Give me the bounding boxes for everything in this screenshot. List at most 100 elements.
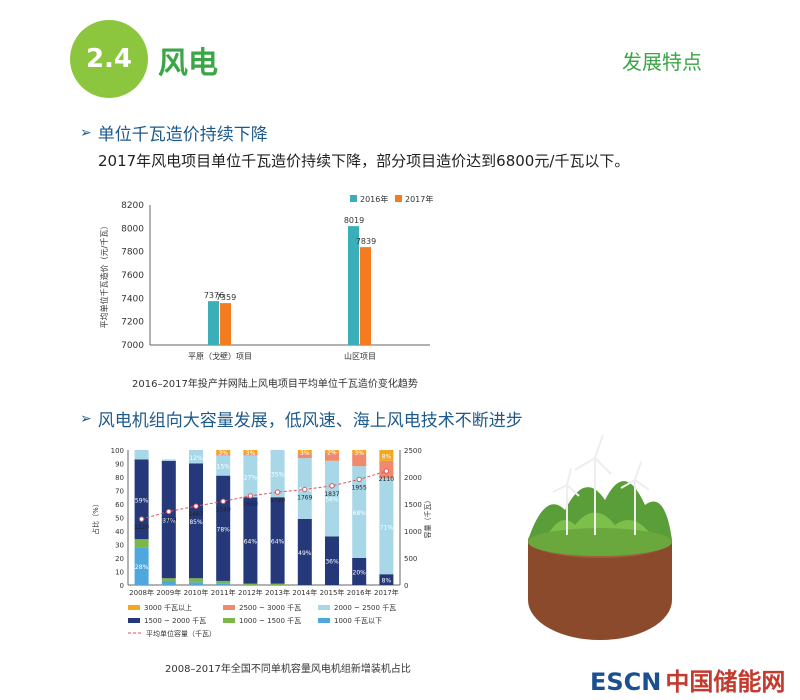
legend-swatch (318, 605, 330, 610)
stack-segment (134, 450, 149, 460)
y-tick-label: 7400 (121, 294, 144, 304)
x-tick-label: 2012年 (238, 588, 263, 597)
stack-segment (243, 455, 258, 498)
x-tick-label: 2017年 (374, 588, 399, 597)
capacity-chart-caption: 2008–2017年全国不同单机容量风电机组新增装机占比 (165, 664, 411, 675)
stack-segment (161, 578, 176, 581)
y2-tick-label: 1000 (404, 528, 422, 536)
avg-capacity-point (138, 516, 145, 522)
avg-capacity-label: 1720 (270, 497, 285, 504)
y2-axis-title: 容量（千瓦） (423, 497, 432, 539)
y-tick-label: 7000 (121, 341, 144, 351)
segment-label: 8% (382, 453, 392, 460)
y2-tick-label: 2500 (404, 447, 422, 455)
data-label: 8019 (344, 216, 364, 225)
x-tick-label: 2010年 (184, 588, 209, 597)
avg-capacity-point (247, 493, 254, 499)
subheading-cost-text: 单位千瓦造价持续下降 (97, 125, 268, 145)
segment-label: 49% (298, 550, 312, 557)
data-label: 7359 (216, 293, 236, 302)
segment-label: 3% (246, 450, 256, 457)
stack-segment (216, 580, 231, 584)
arrow-bullet-icon: ➢ (80, 124, 92, 141)
stack-segment (243, 497, 258, 584)
x-tick-label: 2008年 (129, 588, 154, 597)
segment-label: 15% (217, 464, 231, 471)
stack-segment (216, 450, 231, 455)
stack-segment (352, 558, 367, 585)
legend-swatch (318, 618, 330, 623)
segment-label: 68% (353, 510, 367, 517)
avg-capacity-point (329, 483, 335, 489)
x-tick-label: 山区项目 (344, 351, 376, 361)
capacity-stacked-chart: 0102030405060708090100050010001500200025… (91, 447, 432, 638)
stack-segment (216, 454, 231, 456)
section-number-badge: 2.4 (70, 20, 148, 98)
section-title: 风电 (158, 46, 218, 81)
cost-chart-caption: 2016–2017年投产并网陆上风电项目平均单位千瓦造价变化趋势 (132, 379, 418, 390)
stack-segment (161, 459, 176, 461)
legend-label: 1000 ~ 1500 千瓦 (239, 616, 301, 625)
stack-segment (134, 459, 149, 540)
y-tick-label: 8000 (121, 224, 144, 234)
stack-segment (134, 539, 149, 548)
stack-segment (379, 574, 394, 585)
y-tick-label: 8200 (121, 201, 144, 211)
segment-label: 78% (217, 526, 231, 533)
legend-swatch (128, 605, 140, 610)
arrow-bullet-icon: ➢ (80, 410, 92, 427)
segment-label: 8% (382, 578, 392, 585)
stack-segment (325, 460, 339, 537)
legend-label: 3000 千瓦以上 (144, 603, 192, 612)
x-tick-label: 2013年 (265, 588, 290, 597)
segment-label: 12% (189, 455, 203, 462)
x-tick-label: 2014年 (292, 588, 317, 597)
y-axis-title: 平均单位千瓦造价（元/千瓦） (99, 222, 109, 329)
legend-label: 1000 千瓦以下 (334, 616, 382, 625)
avg-capacity-label: 1360 (161, 517, 176, 524)
x-tick-label: 2011年 (211, 588, 236, 597)
stack-segment (297, 450, 312, 455)
segment-label: 35% (271, 472, 285, 479)
legend-swatch (223, 605, 235, 610)
section-category: 发展特点 (622, 50, 702, 74)
cost-bar-chart: 7000 7200 7400 7600 7800 8000 8200 平均单位千瓦造价（元/千… (99, 194, 433, 361)
stack-segment (216, 583, 231, 585)
avg-capacity-label: 1650 (243, 501, 258, 508)
y-tick-label: 80 (115, 474, 124, 482)
segment-label: 87% (162, 518, 176, 525)
avg-capacity-point (220, 498, 226, 504)
stack-segment (270, 583, 285, 585)
y-tick-label: 30 (115, 542, 124, 550)
y-tick-label: 90 (115, 461, 124, 469)
segment-label: 36% (325, 559, 339, 566)
legend-label: 2500 ~ 3000 千瓦 (239, 603, 301, 612)
segment-label: 85% (189, 519, 203, 526)
stack-segment (325, 450, 339, 453)
y-tick-label: 7200 (121, 318, 144, 328)
stack-segment (161, 460, 176, 579)
y-tick-label: 7800 (121, 248, 144, 258)
y2-tick-label: 1500 (404, 501, 422, 509)
bar (208, 301, 219, 345)
segment-label: 56% (325, 497, 339, 504)
segment-label: 3% (300, 450, 310, 457)
stack-segment (297, 518, 312, 585)
legend-swatch (395, 195, 402, 202)
watermark-cn: 中国储能网 (665, 668, 786, 696)
y-tick-label: 100 (111, 447, 124, 455)
y-tick-label: 60 (115, 501, 124, 509)
wind-turbine-illustration (528, 434, 672, 640)
legend-label: 2000 ~ 2500 千瓦 (334, 603, 396, 612)
y-tick-label: 20 (115, 555, 124, 563)
segment-label: 3% (354, 450, 364, 457)
stack-segment (270, 450, 285, 498)
x-tick-label: 2016年 (347, 588, 372, 597)
stack-segment (216, 455, 231, 476)
stack-segment (189, 463, 203, 579)
segment-label: 2% (327, 449, 337, 456)
avg-capacity-label: 1769 (297, 494, 312, 501)
stack-segment (189, 582, 203, 585)
legend-label: 1500 ~ 2000 千瓦 (144, 616, 206, 625)
stack-segment (161, 580, 176, 585)
